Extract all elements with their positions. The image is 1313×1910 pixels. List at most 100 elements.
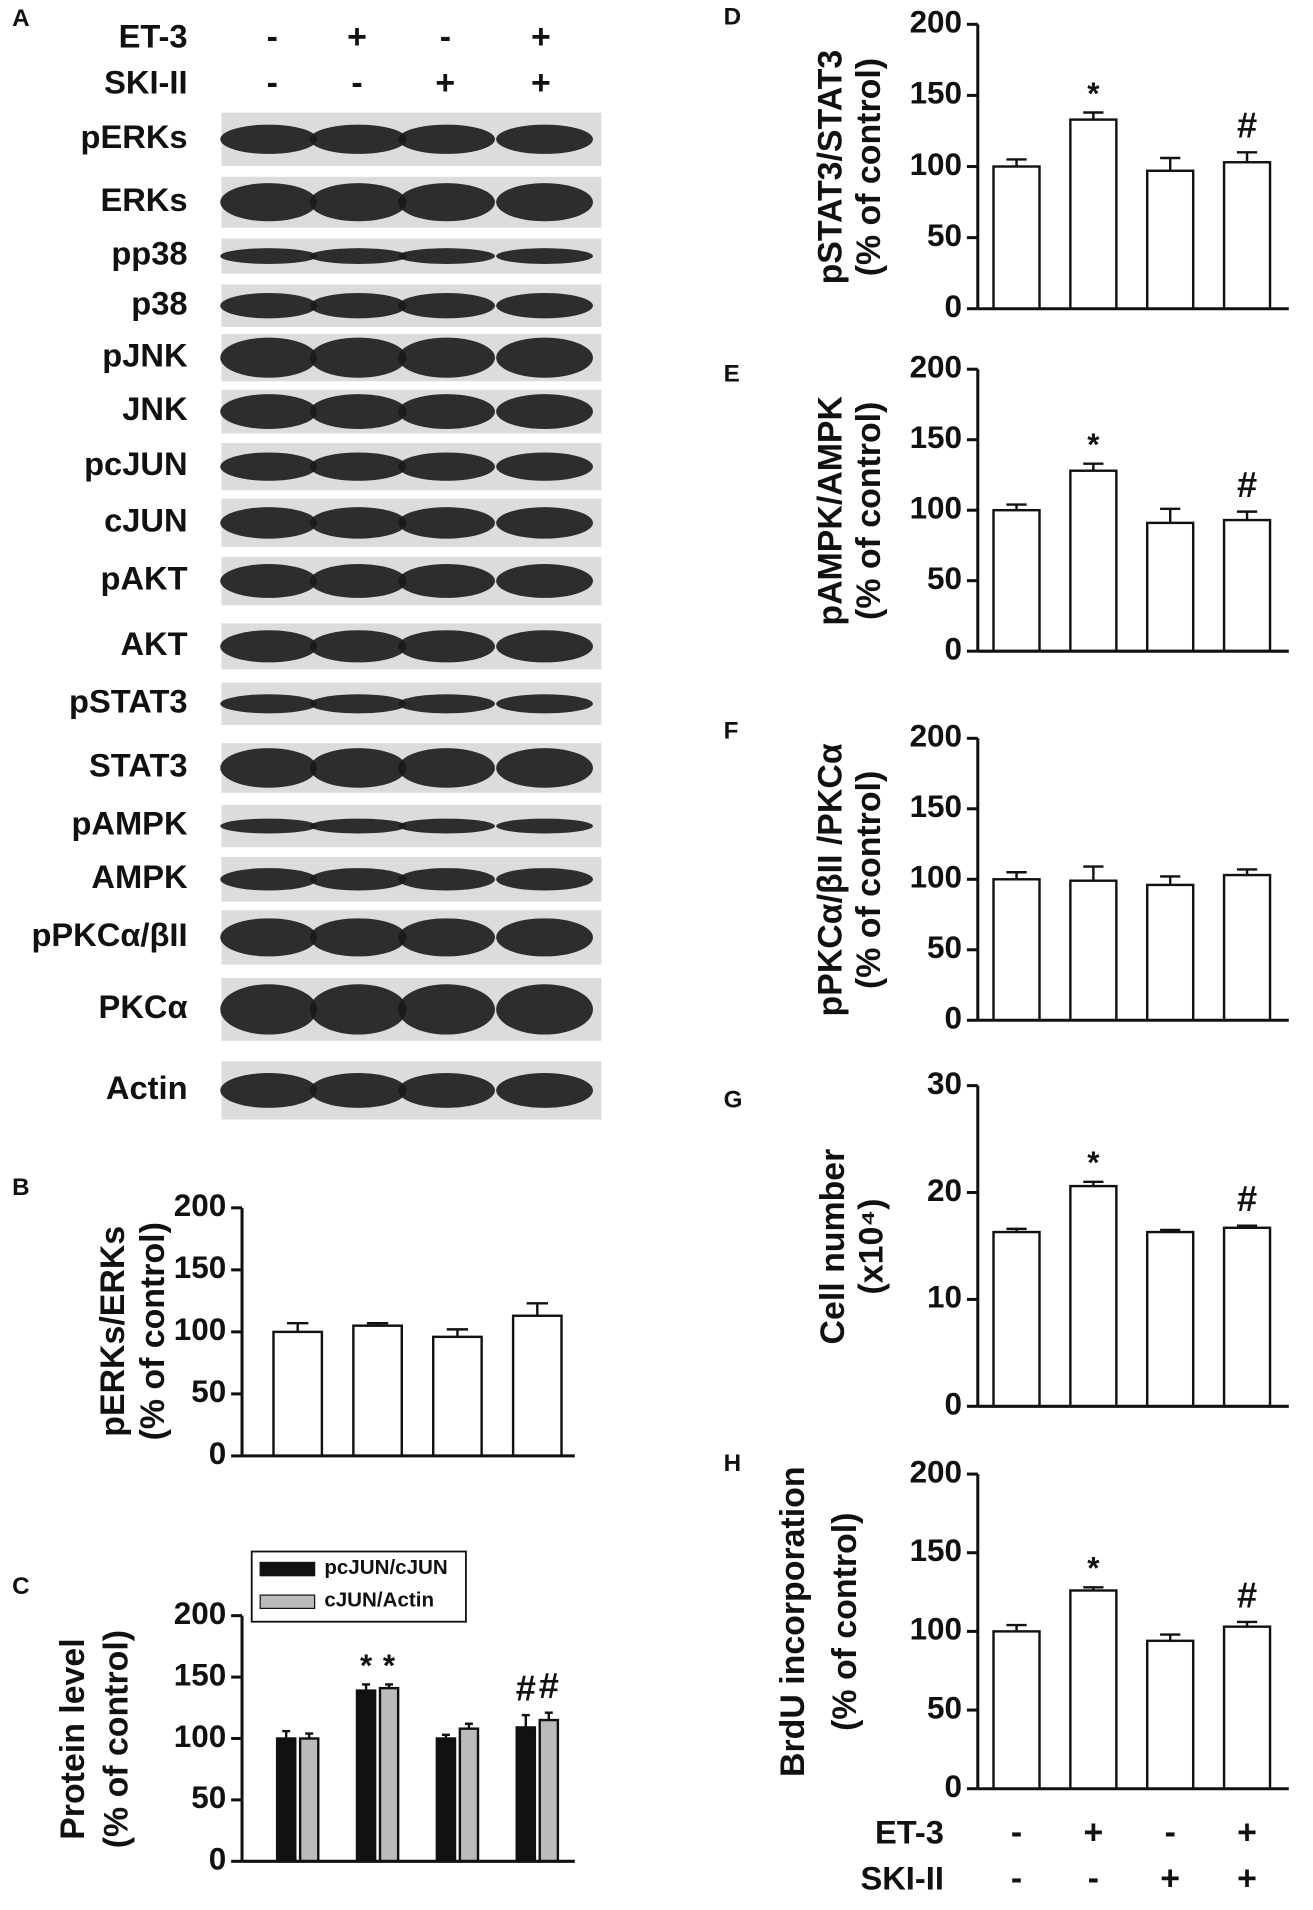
bar bbox=[1146, 1230, 1195, 1408]
condition-label: ET-3 bbox=[119, 17, 188, 54]
blot-band bbox=[398, 630, 495, 663]
condition-sign: + bbox=[435, 64, 455, 102]
significance-marker: * bbox=[1087, 1145, 1100, 1180]
blot-band bbox=[398, 124, 495, 154]
error-bar bbox=[1236, 1620, 1258, 1627]
y-axis-label: Cell number bbox=[814, 1149, 852, 1345]
y-tick-label: 100 bbox=[174, 1312, 226, 1347]
blot-band bbox=[398, 248, 495, 264]
condition-sign: - bbox=[351, 64, 362, 102]
bar bbox=[1069, 879, 1118, 1022]
error-bar bbox=[441, 1733, 450, 1739]
bar bbox=[1069, 1589, 1118, 1790]
blot-band bbox=[220, 748, 318, 788]
bar bbox=[992, 165, 1041, 310]
blot-row-label: pcJUN bbox=[84, 445, 187, 482]
y-tick-label: 0 bbox=[209, 1842, 227, 1877]
significance-marker: # bbox=[1237, 1574, 1257, 1615]
condition-sign: + bbox=[347, 18, 367, 56]
blot-band bbox=[309, 452, 407, 481]
blot-band bbox=[309, 337, 407, 378]
blot-band bbox=[220, 1073, 318, 1108]
error-bar bbox=[1006, 1227, 1027, 1233]
error-bar bbox=[1236, 151, 1258, 163]
bar bbox=[1222, 1625, 1272, 1790]
y-axis-label: pERKs/ERKs bbox=[94, 1226, 132, 1437]
y-tick-label: 50 bbox=[927, 561, 962, 596]
blot-row-label: STAT3 bbox=[89, 747, 188, 784]
condition-sign: - bbox=[267, 18, 278, 56]
condition-sign: + bbox=[531, 64, 551, 102]
error-bar bbox=[1083, 1180, 1104, 1187]
y-tick-label: 10 bbox=[927, 1280, 962, 1315]
blot-row-label: pJNK bbox=[102, 336, 188, 373]
blot-band bbox=[496, 868, 593, 891]
y-axis-label: pSTAT3/STAT3 bbox=[812, 50, 850, 285]
blot-band bbox=[398, 507, 495, 539]
legend-swatch bbox=[259, 1594, 316, 1609]
blot-band bbox=[496, 183, 593, 222]
bar bbox=[992, 1630, 1041, 1790]
y-axis-label: (% of control) bbox=[98, 1630, 136, 1848]
blot-band bbox=[496, 507, 593, 539]
bar bbox=[1222, 873, 1272, 1022]
y-tick-label: 50 bbox=[191, 1374, 226, 1409]
y-tick-label: 200 bbox=[910, 350, 962, 385]
blot-band bbox=[220, 452, 318, 481]
bar bbox=[458, 1727, 480, 1863]
y-tick-label: 150 bbox=[174, 1250, 226, 1285]
error-bar bbox=[366, 1321, 389, 1326]
error-bar bbox=[1083, 462, 1104, 471]
y-tick-label: 200 bbox=[910, 1454, 962, 1489]
y-tick-label: 100 bbox=[910, 1612, 962, 1647]
y-tick-label: 0 bbox=[945, 1387, 963, 1422]
blot-band bbox=[398, 868, 495, 891]
blot-band bbox=[398, 394, 495, 429]
error-bar bbox=[1006, 503, 1027, 511]
y-tick-label: 100 bbox=[910, 860, 962, 895]
error-bar bbox=[362, 1683, 371, 1691]
legend-swatch bbox=[259, 1561, 316, 1577]
blot-row-label: AMPK bbox=[91, 858, 188, 895]
y-tick-label: 200 bbox=[910, 719, 962, 754]
error-bar bbox=[1236, 868, 1258, 876]
error-bar bbox=[1160, 156, 1181, 171]
bar bbox=[272, 1330, 324, 1458]
blot-band bbox=[496, 918, 593, 957]
condition-sign: - bbox=[1088, 1860, 1099, 1898]
blot-band bbox=[398, 292, 495, 319]
blot-band bbox=[496, 337, 593, 378]
y-tick-label: 200 bbox=[910, 5, 962, 40]
y-tick-label: 100 bbox=[910, 491, 962, 526]
condition-sign: + bbox=[1237, 1814, 1257, 1852]
condition-label: SKI-II bbox=[104, 63, 187, 100]
blot-band bbox=[309, 124, 407, 154]
condition-sign: - bbox=[1011, 1860, 1022, 1898]
legend: pcJUN/cJUN cJUN/Actin bbox=[250, 1550, 467, 1623]
y-tick-label: 150 bbox=[910, 1533, 962, 1568]
condition-label: SKI-II bbox=[860, 1859, 943, 1896]
blot-row-label: pAKT bbox=[101, 560, 188, 597]
y-axis-label: (% of control) bbox=[850, 58, 888, 276]
blot-band bbox=[496, 292, 593, 319]
y-tick-label: 100 bbox=[174, 1719, 226, 1754]
y-tick-label: 50 bbox=[191, 1780, 226, 1815]
y-axis-label: pPKCα/βII /PKCα bbox=[812, 743, 850, 1016]
bar bbox=[1146, 169, 1195, 310]
error-bar bbox=[1160, 507, 1181, 523]
error-bar bbox=[385, 1683, 394, 1689]
y-tick-label: 150 bbox=[910, 789, 962, 824]
bar bbox=[1146, 1639, 1195, 1790]
significance-marker: # bbox=[539, 1665, 559, 1706]
y-tick-label: 0 bbox=[945, 631, 963, 666]
error-bar bbox=[526, 1302, 548, 1316]
y-tick-label: 50 bbox=[927, 218, 962, 253]
error-bar bbox=[1006, 871, 1027, 880]
bar bbox=[1146, 883, 1195, 1022]
y-tick-label: 0 bbox=[945, 1001, 963, 1036]
condition-sign: - bbox=[1011, 1814, 1022, 1852]
error-bar bbox=[544, 1711, 553, 1721]
error-bar bbox=[282, 1729, 291, 1739]
error-bar bbox=[464, 1722, 473, 1729]
